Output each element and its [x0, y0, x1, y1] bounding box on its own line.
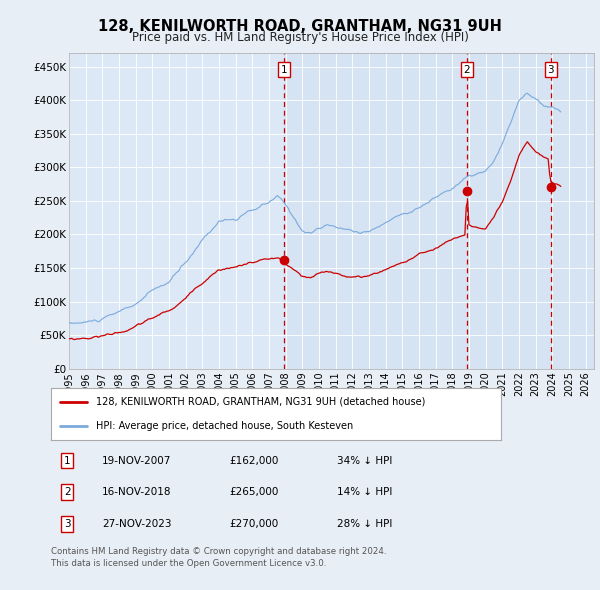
Text: 19-NOV-2007: 19-NOV-2007: [103, 455, 172, 466]
Text: 3: 3: [64, 519, 71, 529]
Text: Price paid vs. HM Land Registry's House Price Index (HPI): Price paid vs. HM Land Registry's House …: [131, 31, 469, 44]
Text: £265,000: £265,000: [229, 487, 278, 497]
Text: 16-NOV-2018: 16-NOV-2018: [103, 487, 172, 497]
Text: 28% ↓ HPI: 28% ↓ HPI: [337, 519, 392, 529]
Text: 14% ↓ HPI: 14% ↓ HPI: [337, 487, 392, 497]
Text: This data is licensed under the Open Government Licence v3.0.: This data is licensed under the Open Gov…: [51, 559, 326, 568]
Text: 34% ↓ HPI: 34% ↓ HPI: [337, 455, 392, 466]
Text: HPI: Average price, detached house, South Kesteven: HPI: Average price, detached house, Sout…: [96, 421, 353, 431]
Text: 2: 2: [64, 487, 71, 497]
Text: 2: 2: [464, 65, 470, 75]
Text: 27-NOV-2023: 27-NOV-2023: [103, 519, 172, 529]
Text: Contains HM Land Registry data © Crown copyright and database right 2024.: Contains HM Land Registry data © Crown c…: [51, 547, 386, 556]
Text: £270,000: £270,000: [229, 519, 278, 529]
Text: 128, KENILWORTH ROAD, GRANTHAM, NG31 9UH: 128, KENILWORTH ROAD, GRANTHAM, NG31 9UH: [98, 19, 502, 34]
Text: 1: 1: [64, 455, 71, 466]
Text: 128, KENILWORTH ROAD, GRANTHAM, NG31 9UH (detached house): 128, KENILWORTH ROAD, GRANTHAM, NG31 9UH…: [96, 396, 425, 407]
Text: 1: 1: [280, 65, 287, 75]
Text: 3: 3: [547, 65, 554, 75]
Text: £162,000: £162,000: [229, 455, 278, 466]
Bar: [284, 53, 594, 369]
